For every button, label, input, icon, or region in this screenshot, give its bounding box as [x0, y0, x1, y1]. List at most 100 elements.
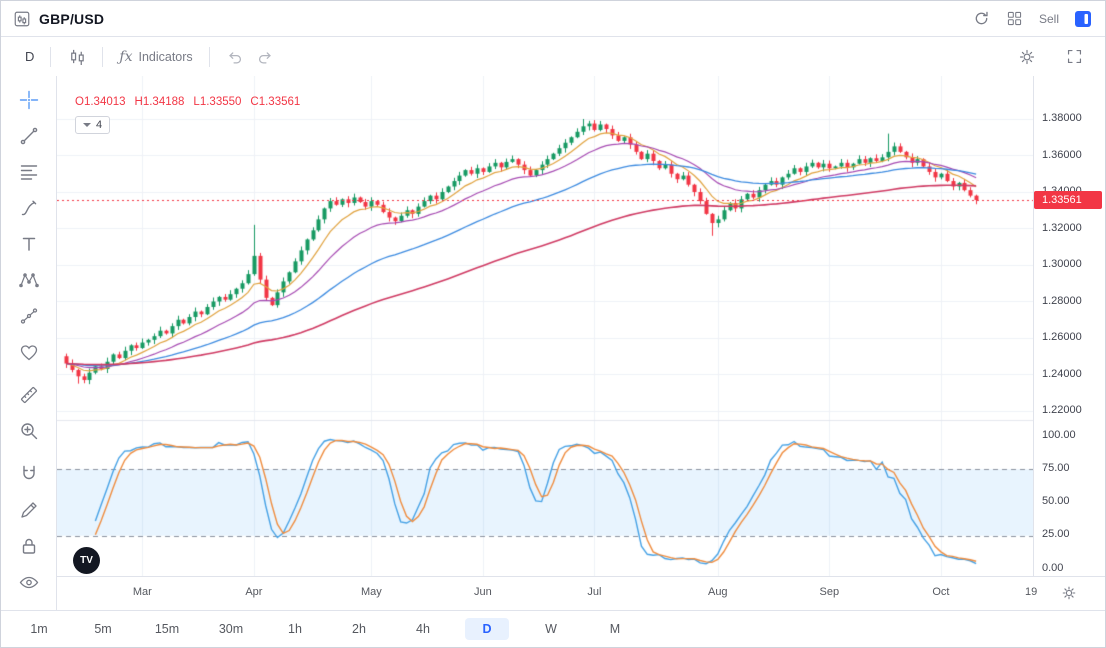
interval-button-1m[interactable]: 1m — [17, 618, 61, 640]
interval-button-15m[interactable]: 15m — [145, 618, 189, 640]
redo-button[interactable] — [250, 44, 280, 70]
tool-zoom-in-button[interactable] — [12, 415, 46, 447]
price-axis-label: 1.22000 — [1042, 404, 1082, 416]
stoch-axis-label: 0.00 — [1042, 562, 1064, 574]
tool-crosshair-button[interactable] — [12, 84, 46, 116]
price-axis-label: 1.36000 — [1042, 149, 1082, 161]
price-axis[interactable]: 1.38000 1.36000 1.34000 1.32000 1.30000 … — [1033, 76, 1105, 580]
interval-button-1h[interactable]: 1h — [273, 618, 317, 640]
tool-xabcd-pattern-button[interactable] — [12, 264, 46, 296]
fx-icon: ƒx — [119, 48, 133, 65]
gear-icon — [1018, 48, 1036, 66]
interval-button-5m[interactable]: 5m — [81, 618, 125, 640]
text-icon — [18, 233, 40, 255]
symbol-chart-icon — [13, 10, 31, 28]
heart-icon — [18, 341, 40, 363]
drawing-sidebar — [1, 76, 57, 610]
magnet-icon — [18, 463, 40, 485]
interval-button-w[interactable]: W — [529, 618, 573, 640]
trend-line-icon — [18, 125, 40, 147]
chart-canvas[interactable] — [57, 76, 1035, 580]
undo-button[interactable] — [220, 44, 250, 70]
panel-toggle-icon — [1075, 10, 1091, 27]
price-axis-label: 1.38000 — [1042, 112, 1082, 124]
fullscreen-button[interactable] — [1060, 44, 1089, 69]
stoch-axis-label: 75.00 — [1042, 462, 1070, 474]
symbol-bar: GBP/USD Sell — [1, 1, 1105, 37]
chevron-down-icon — [83, 123, 91, 127]
stoch-axis-label: 100.00 — [1042, 429, 1076, 441]
tool-fib-retracement-button[interactable] — [12, 156, 46, 188]
time-axis-label: Jun — [474, 586, 492, 598]
ruler-icon — [18, 384, 40, 406]
sell-label[interactable]: Sell — [1038, 11, 1059, 26]
interval-button[interactable]: D — [19, 45, 40, 68]
tool-forecast-button[interactable] — [12, 300, 46, 332]
tool-magnet-button[interactable] — [12, 458, 46, 490]
time-axis-label: Sep — [819, 586, 840, 598]
workspace: O1.34013 H1.34188 L1.33550 C1.33561 4 TV… — [1, 76, 1105, 610]
price-axis-label: 1.24000 — [1042, 368, 1082, 380]
tool-hide-all-button[interactable] — [12, 566, 46, 598]
chart-toolbar: D ƒx Indicators — [1, 38, 1105, 75]
symbol-title[interactable]: GBP/USD — [39, 10, 105, 27]
tradingview-logo[interactable]: TV — [73, 547, 100, 574]
tool-text-button[interactable] — [12, 228, 46, 260]
fib-retracement-icon — [18, 161, 40, 183]
time-axis-label: Oct — [932, 586, 950, 598]
price-axis-label: 1.30000 — [1042, 258, 1082, 270]
tool-measure-button[interactable] — [12, 379, 46, 411]
toolbar-separator — [208, 46, 210, 67]
xabcd-pattern-icon — [18, 269, 40, 291]
toolbar-separator — [102, 46, 104, 67]
time-axis-label: Aug — [707, 586, 728, 598]
stoch-axis-label: 50.00 — [1042, 495, 1070, 507]
zoom-in-icon — [18, 420, 40, 442]
gear-icon — [1061, 585, 1077, 601]
indicators-label: Indicators — [138, 49, 193, 64]
interval-button-2h[interactable]: 2h — [337, 618, 381, 640]
crosshair-icon — [18, 89, 40, 111]
legend-low: L1.33550 — [193, 96, 242, 108]
price-axis-label: 1.26000 — [1042, 331, 1082, 343]
redo-icon — [256, 48, 274, 66]
time-axis-label: May — [360, 586, 382, 598]
time-axis-label: Apr — [245, 586, 263, 598]
stoch-axis-label: 25.00 — [1042, 528, 1070, 540]
refresh-icon — [973, 10, 990, 27]
legend-high: H1.34188 — [134, 96, 185, 108]
current-price-tag: 1.33561 — [1034, 191, 1102, 209]
indicators-button[interactable]: ƒx Indicators — [113, 45, 198, 69]
tool-lock-all-button[interactable] — [12, 530, 46, 562]
layout-grid-button[interactable] — [1006, 10, 1023, 27]
refresh-button[interactable] — [973, 10, 990, 27]
tool-trend-line-button[interactable] — [12, 120, 46, 152]
chart-style-button[interactable] — [61, 43, 92, 70]
fullscreen-icon — [1066, 48, 1083, 65]
time-axis-partial-label: 19 — [1025, 586, 1038, 598]
interval-button-d[interactable]: D — [465, 618, 509, 640]
toolbar-separator — [50, 46, 52, 67]
legend-open: O1.34013 — [75, 96, 126, 108]
interval-button-m[interactable]: M — [593, 618, 637, 640]
time-axis-label: Mar — [132, 586, 152, 598]
tool-drawing-lock-button[interactable] — [12, 494, 46, 526]
ma-group-chip[interactable]: 4 — [75, 116, 111, 134]
brush-icon — [18, 197, 40, 219]
price-axis-label: 1.28000 — [1042, 295, 1082, 307]
chart-region: O1.34013 H1.34188 L1.33550 C1.33561 4 TV… — [57, 76, 1105, 610]
pencil-icon — [18, 499, 40, 521]
eye-icon — [18, 571, 40, 593]
candlestick-style-icon — [67, 47, 86, 66]
time-axis-settings-button[interactable] — [1061, 585, 1077, 601]
interval-button-30m[interactable]: 30m — [209, 618, 253, 640]
tool-emoji-button[interactable] — [12, 336, 46, 368]
chart-settings-button[interactable] — [1012, 44, 1042, 70]
lock-icon — [18, 535, 40, 557]
right-panel-toggle-button[interactable] — [1075, 10, 1091, 27]
tool-brush-button[interactable] — [12, 192, 46, 224]
ohlc-legend[interactable]: O1.34013 H1.34188 L1.33550 C1.33561 — [75, 96, 300, 108]
interval-button-4h[interactable]: 4h — [401, 618, 445, 640]
time-axis[interactable]: Mar Apr May Jun Jul Aug Sep Oct 19 — [57, 576, 1105, 610]
